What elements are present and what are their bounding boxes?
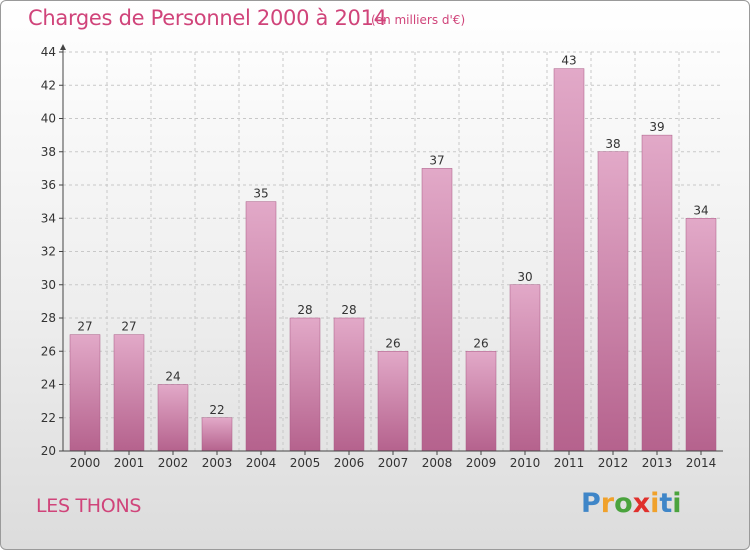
bar-value-label: 39 — [649, 120, 664, 134]
bar-value-label: 27 — [77, 320, 92, 334]
bar-value-label: 34 — [693, 203, 708, 217]
logo-letter: i — [650, 488, 660, 519]
bar-value-label: 38 — [605, 137, 620, 151]
x-tick-label: 2013 — [642, 456, 673, 470]
x-tick-label: 2004 — [246, 456, 277, 470]
bar-value-label: 28 — [297, 303, 312, 317]
bar-2014 — [685, 218, 717, 452]
x-tick-label: 2009 — [466, 456, 497, 470]
bar-2006 — [333, 317, 365, 452]
y-tick-label: 20 — [41, 444, 56, 458]
logo-letter: P — [581, 488, 601, 519]
logo-letter: r — [600, 488, 615, 519]
bar-value-label: 26 — [385, 336, 400, 350]
bar-2010 — [509, 284, 541, 452]
bar-value-label: 22 — [209, 403, 224, 417]
y-tick-label: 34 — [41, 211, 56, 225]
y-tick-label: 38 — [41, 145, 56, 159]
proxiti-logo: Proxiti — [581, 488, 682, 519]
y-tick-label: 40 — [41, 112, 56, 126]
axes: 20 22 24 26 28 30 32 34 36 38 40 42 44 2000 2001 2002 20… — [41, 44, 723, 470]
y-tick-label: 22 — [41, 411, 56, 425]
bar-2004 — [245, 201, 277, 452]
x-tick-label: 2014 — [686, 456, 717, 470]
bar-2000 — [69, 334, 101, 452]
x-tick-label: 2002 — [158, 456, 189, 470]
bar-value-label: 28 — [341, 303, 356, 317]
chart-subtitle: (en milliers d'€) — [371, 13, 466, 27]
bar-value-label: 27 — [121, 320, 136, 334]
y-tick-label: 36 — [41, 178, 56, 192]
bar-value-label: 35 — [253, 187, 268, 201]
y-axis-arrow — [60, 44, 66, 50]
bar-value-label: 26 — [473, 336, 488, 350]
bar-value-label: 30 — [517, 270, 532, 284]
y-tick-label: 32 — [41, 245, 56, 259]
x-tick-label: 2010 — [510, 456, 541, 470]
chart-title: Charges de Personnel 2000 à 2014 — [28, 6, 387, 30]
bar-value-label: 43 — [561, 54, 576, 68]
y-tick-label: 30 — [41, 278, 56, 292]
bar-value-label: 37 — [429, 153, 444, 167]
bar-2003 — [201, 417, 233, 452]
bar-2013 — [641, 134, 673, 452]
bar-2007 — [377, 351, 409, 452]
bars: 27 27 24 22 35 28 28 26 37 26 30 43 38 39 34 — [69, 54, 717, 452]
x-tick-label: 2001 — [114, 456, 145, 470]
x-tick-label: 2012 — [598, 456, 629, 470]
y-tick-label: 24 — [41, 378, 56, 392]
bar-2002 — [157, 384, 189, 452]
y-tick-label: 26 — [41, 344, 56, 358]
x-tick-label: 2008 — [422, 456, 453, 470]
bar-value-label: 24 — [165, 370, 180, 384]
bar-2012 — [597, 151, 629, 452]
bar-2011 — [553, 68, 585, 452]
y-tick-label: 44 — [41, 45, 56, 59]
x-tick-label: 2011 — [554, 456, 585, 470]
bar-2005 — [289, 317, 321, 452]
logo-letter: t — [659, 488, 673, 519]
x-tick-label: 2003 — [202, 456, 233, 470]
y-tick-label: 42 — [41, 78, 56, 92]
x-tick-label: 2005 — [290, 456, 321, 470]
location-label: LES THONS — [36, 495, 142, 517]
bar-2001 — [113, 334, 145, 452]
x-tick-label: 2000 — [70, 456, 101, 470]
logo-letter: x — [632, 488, 651, 519]
y-tick-label: 28 — [41, 311, 56, 325]
logo-letter: o — [614, 488, 633, 519]
bar-2009 — [465, 351, 497, 452]
x-tick-label: 2007 — [378, 456, 409, 470]
logo-letter: i — [672, 488, 682, 519]
bar-2008 — [421, 168, 453, 452]
x-tick-label: 2006 — [334, 456, 365, 470]
